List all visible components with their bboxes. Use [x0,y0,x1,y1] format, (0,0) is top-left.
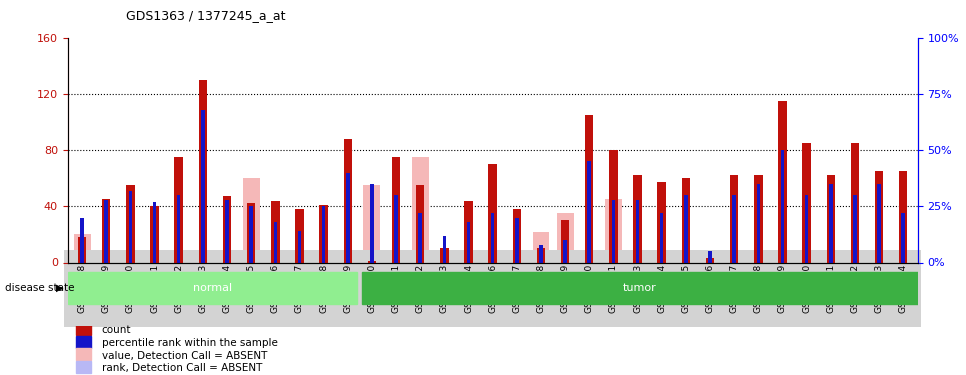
Bar [322,206,326,262]
Bar [875,171,883,262]
Text: value, Detection Call = ABSENT: value, Detection Call = ABSENT [101,351,267,360]
Bar [489,164,497,262]
Bar [658,182,666,262]
Bar [73,234,91,262]
Bar [827,176,835,262]
Bar [76,336,92,348]
Bar [271,201,279,262]
Bar [708,251,712,262]
Bar [104,200,108,262]
Bar [362,272,918,304]
Bar [634,176,641,262]
Bar [899,171,907,262]
Bar [660,213,664,262]
Bar [563,240,567,262]
Bar [273,222,277,262]
Bar [611,200,615,262]
Bar [585,115,593,262]
Bar [344,139,352,262]
Bar [368,261,376,262]
Bar [199,80,207,262]
Bar [853,195,857,262]
Bar [605,199,622,262]
Bar [223,196,231,262]
Bar [781,150,784,262]
Bar [175,157,183,262]
Bar [242,178,260,262]
Bar [298,231,301,262]
Text: rank, Detection Call = ABSENT: rank, Detection Call = ABSENT [101,363,262,373]
Bar [392,157,400,262]
Bar [682,178,690,262]
Bar [754,176,762,262]
Bar [561,220,569,262]
Bar [901,213,905,262]
Bar [346,172,350,262]
Bar [532,231,550,262]
Bar [68,272,357,304]
Bar [539,244,543,262]
Bar [587,161,591,262]
Bar [708,251,712,262]
Bar [201,110,205,262]
Bar [537,249,545,262]
Bar [756,184,760,262]
Text: normal: normal [193,283,232,293]
Bar [610,150,617,262]
Bar [247,203,255,262]
Bar [394,195,398,262]
Bar [177,195,181,262]
Bar [127,185,134,262]
Bar [440,249,448,262]
Bar [539,244,543,262]
Bar [779,101,786,262]
Bar [370,222,374,262]
Bar [416,185,424,262]
Bar [249,206,253,262]
Bar [412,157,429,262]
Bar [153,202,156,262]
Bar [513,209,521,262]
Bar [363,185,381,262]
Bar [556,213,574,262]
Bar [151,206,158,262]
Bar [465,201,472,262]
Text: GDS1363 / 1377245_a_at: GDS1363 / 1377245_a_at [126,9,285,22]
Bar [418,213,422,262]
Bar [706,258,714,262]
Bar [467,222,470,262]
Bar [370,184,374,262]
Bar [732,195,736,262]
Bar [76,361,92,373]
Bar [225,200,229,262]
Bar [684,195,688,262]
Text: count: count [101,325,131,335]
Bar [851,143,859,262]
Bar [320,205,327,262]
Text: disease state: disease state [5,283,74,293]
Bar [76,348,92,360]
Bar [76,323,92,335]
Bar [829,184,833,262]
Text: ▶: ▶ [56,283,64,293]
Bar [877,184,881,262]
Bar [803,143,810,262]
Bar [102,199,110,262]
Bar [611,229,615,262]
Bar [636,200,639,262]
Bar [491,213,495,262]
Bar [515,217,519,262]
Bar [442,236,446,262]
Bar [563,240,567,262]
Bar [80,217,84,262]
Text: tumor: tumor [623,283,657,293]
Bar [296,209,303,262]
Bar [78,237,86,262]
Bar [128,190,132,262]
Bar [730,176,738,262]
Text: percentile rank within the sample: percentile rank within the sample [101,338,277,348]
Bar [805,195,809,262]
